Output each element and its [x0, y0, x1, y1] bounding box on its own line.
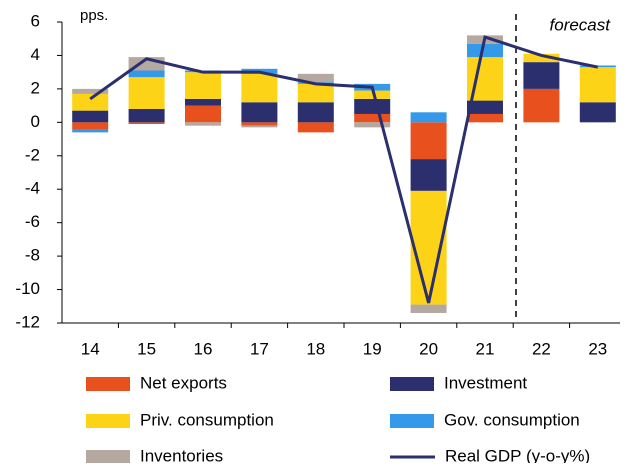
bar-segment [523, 88, 560, 123]
bar-segment [410, 159, 447, 191]
bar-segment [410, 304, 447, 313]
bar-segment [467, 43, 503, 58]
x-tick-label: 16 [194, 339, 213, 358]
legend-swatch [86, 414, 130, 428]
bar-segment [410, 122, 447, 160]
y-axis-label: pps. [80, 7, 108, 24]
bar-segment [354, 113, 391, 123]
bar-segment [354, 122, 391, 128]
bar-segment [128, 122, 165, 125]
bar-segment [185, 72, 221, 99]
bar-segment [579, 67, 616, 103]
x-tick-label: 17 [250, 339, 269, 358]
bar-segment [241, 122, 278, 126]
bar-segment [241, 102, 278, 123]
bar-segment [297, 102, 334, 123]
legend-swatch [86, 377, 130, 391]
bar-segment [185, 122, 221, 126]
bar-segment [128, 108, 165, 123]
x-tick-label: 18 [306, 339, 325, 358]
legend-swatch [390, 414, 434, 428]
bar-segment [72, 93, 109, 111]
bar-segment [185, 98, 221, 106]
bar-segment [354, 98, 391, 114]
legend-label: Investment [444, 373, 527, 392]
bar-segment [297, 122, 334, 133]
y-tick-label: -6 [25, 212, 40, 231]
bar-segment [297, 73, 334, 83]
legend-label: Priv. consumption [140, 410, 274, 429]
legend-swatch [86, 450, 130, 464]
bar-segment [410, 112, 447, 123]
bar-segment [72, 110, 109, 123]
x-tick-label: 22 [532, 339, 551, 358]
bar-segment [467, 113, 503, 123]
legend-label: Real GDP (y-o-y%) [445, 446, 590, 463]
x-tick-label: 21 [476, 339, 495, 358]
x-tick-label: 23 [588, 339, 607, 358]
y-tick-label: 0 [31, 112, 40, 131]
y-tick-label: -12 [15, 312, 40, 331]
bar-segment [241, 73, 278, 103]
bar-segment [297, 83, 334, 103]
y-tick-label: 2 [31, 78, 40, 97]
y-tick-label: 4 [31, 45, 40, 64]
y-tick-label: 6 [31, 11, 40, 30]
y-tick-label: -8 [25, 246, 40, 265]
bar-segment [467, 100, 503, 114]
x-tick-label: 20 [419, 339, 438, 358]
legend-label: Gov. consumption [444, 410, 580, 429]
y-tick-label: -10 [15, 279, 40, 298]
annotation: forecast [550, 15, 612, 34]
bar-segment [241, 125, 278, 128]
bar-segment [523, 62, 560, 89]
bar-segment [72, 129, 109, 133]
bar-segment [354, 90, 391, 99]
y-tick-label: -4 [25, 179, 40, 198]
legend-swatch [390, 377, 434, 391]
x-tick-label: 15 [137, 339, 156, 358]
bar-segment [128, 70, 165, 78]
bar-segment [523, 53, 560, 63]
y-tick-label: -2 [25, 145, 40, 164]
bar-segment [72, 122, 109, 130]
legend-label: Net exports [140, 373, 227, 392]
gdp-line [89, 35, 599, 304]
legend-label: Inventories [140, 446, 223, 463]
bar-segment [579, 102, 616, 123]
x-tick-label: 14 [81, 339, 100, 358]
x-tick-label: 19 [363, 339, 382, 358]
bar-segment [185, 105, 221, 123]
bar-segment [128, 77, 165, 109]
bar-segment [72, 88, 109, 94]
